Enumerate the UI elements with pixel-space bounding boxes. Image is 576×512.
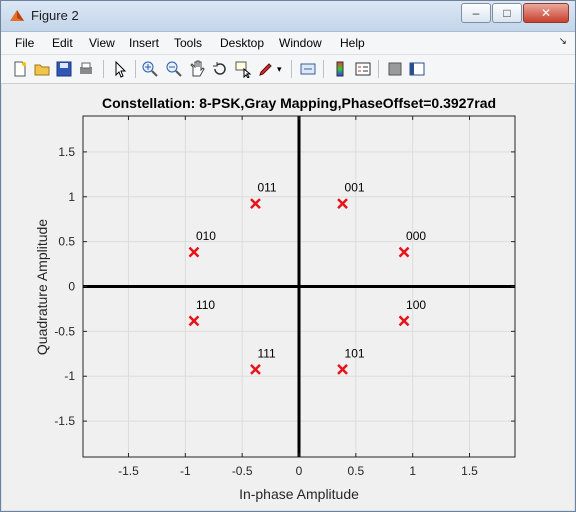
point-marker — [188, 246, 200, 258]
maximize-button[interactable]: □ — [492, 3, 522, 23]
menu-view[interactable]: View — [89, 36, 115, 50]
data-points: 000 001 011 010 110 111 101 100 — [188, 181, 426, 375]
point-marker — [337, 364, 348, 375]
menu-help[interactable]: Help — [340, 36, 365, 50]
brush-icon[interactable] — [257, 60, 275, 78]
title-bar[interactable]: Figure 2 – □ ✕ — [1, 1, 575, 32]
x-tick-label: 1.5 — [461, 464, 478, 478]
x-axis-label: In-phase Amplitude — [239, 486, 359, 502]
print-icon[interactable] — [77, 60, 95, 78]
new-figure-icon[interactable] — [11, 60, 29, 78]
x-tick-label: -1 — [180, 464, 191, 478]
point-label: 001 — [345, 181, 365, 195]
constellation-point: 111 — [250, 346, 276, 375]
point-marker — [398, 246, 410, 258]
y-tick-label: 1 — [68, 190, 75, 204]
y-tick-label: 0 — [68, 280, 75, 294]
point-label: 111 — [257, 346, 276, 360]
minimize-button[interactable]: – — [461, 3, 491, 23]
matlab-figure-icon — [10, 10, 24, 21]
point-label: 000 — [406, 229, 426, 243]
constellation-chart: -1.5 -1 -0.5 0 0.5 1 1.5 -1.5 -1 -0.5 0 0.5 1 1.5 00… — [34, 95, 516, 502]
constellation-point: 110 — [188, 298, 215, 327]
constellation-point: 000 — [398, 229, 426, 258]
toolbar-separator — [291, 60, 292, 78]
point-marker — [337, 198, 348, 209]
point-marker — [398, 315, 410, 327]
rotate-icon[interactable] — [211, 60, 229, 78]
tick-marks — [83, 116, 515, 457]
toolbar-separator — [323, 60, 324, 78]
pointer-icon[interactable] — [111, 60, 129, 78]
y-axis-label: Quadrature Amplitude — [34, 219, 50, 355]
axis-lines — [83, 116, 515, 457]
constellation-point: 011 — [250, 181, 277, 209]
point-marker — [250, 198, 261, 209]
window-title: Figure 2 — [31, 8, 79, 23]
constellation-point: 101 — [337, 346, 365, 375]
constellation-point: 100 — [398, 298, 426, 327]
menu-tools[interactable]: Tools — [174, 36, 203, 50]
menu-file[interactable]: File — [15, 36, 35, 50]
menu-window[interactable]: Window — [279, 36, 322, 50]
chart-title: Constellation: 8-PSK,Gray Mapping,PhaseO… — [102, 95, 496, 111]
y-tick-label: 1.5 — [58, 145, 75, 159]
point-label: 101 — [345, 346, 365, 360]
constellation-point: 001 — [337, 181, 365, 209]
window-controls: – □ ✕ — [461, 3, 569, 23]
x-tick-labels: -1.5 -1 -0.5 0 0.5 1 1.5 — [118, 464, 478, 478]
point-label: 010 — [196, 229, 216, 243]
y-tick-label: -1 — [64, 369, 75, 383]
colorbar-icon[interactable] — [331, 60, 349, 78]
x-tick-label: 0 — [296, 464, 303, 478]
toolbar-separator — [103, 60, 104, 78]
dock-arrow-icon[interactable]: ↘ — [558, 36, 567, 47]
y-tick-label: -0.5 — [54, 324, 75, 338]
x-tick-label: 1 — [409, 464, 416, 478]
point-marker — [188, 315, 200, 327]
data-cursor-icon[interactable] — [234, 60, 252, 78]
show-plot-tools-icon[interactable] — [408, 60, 426, 78]
y-tick-label: 0.5 — [58, 235, 75, 249]
toolbar: ▾ — [1, 55, 575, 84]
menu-bar: File Edit View Insert Tools Desktop Wind… — [1, 32, 575, 55]
x-tick-label: 0.5 — [347, 464, 364, 478]
menu-insert[interactable]: Insert — [129, 36, 160, 50]
legend-icon[interactable] — [354, 60, 372, 78]
link-icon[interactable] — [299, 60, 317, 78]
point-label: 100 — [406, 298, 426, 312]
x-tick-label: -1.5 — [118, 464, 139, 478]
figure-canvas[interactable]: -1.5 -1 -0.5 0 0.5 1 1.5 -1.5 -1 -0.5 0 0.5 1 1.5 00… — [3, 85, 573, 509]
hide-plot-tools-icon[interactable] — [386, 60, 404, 78]
zoom-out-icon[interactable] — [165, 60, 183, 78]
zoom-in-icon[interactable] — [141, 60, 159, 78]
toolbar-separator — [378, 60, 379, 78]
y-tick-label: -1.5 — [54, 414, 75, 428]
open-icon[interactable] — [33, 60, 51, 78]
point-marker — [250, 364, 261, 375]
menu-desktop[interactable]: Desktop — [220, 36, 265, 50]
x-tick-label: -0.5 — [232, 464, 253, 478]
y-tick-labels: -1.5 -1 -0.5 0 0.5 1 1.5 — [54, 145, 75, 428]
point-label: 011 — [257, 181, 276, 195]
point-label: 110 — [196, 298, 215, 312]
close-button[interactable]: ✕ — [523, 3, 569, 23]
pan-icon[interactable] — [188, 60, 206, 78]
toolbar-separator — [135, 60, 136, 78]
brush-dropdown-icon[interactable]: ▾ — [277, 64, 282, 74]
menu-edit[interactable]: Edit — [52, 36, 73, 50]
save-icon[interactable] — [55, 60, 73, 78]
constellation-point: 010 — [188, 229, 216, 258]
